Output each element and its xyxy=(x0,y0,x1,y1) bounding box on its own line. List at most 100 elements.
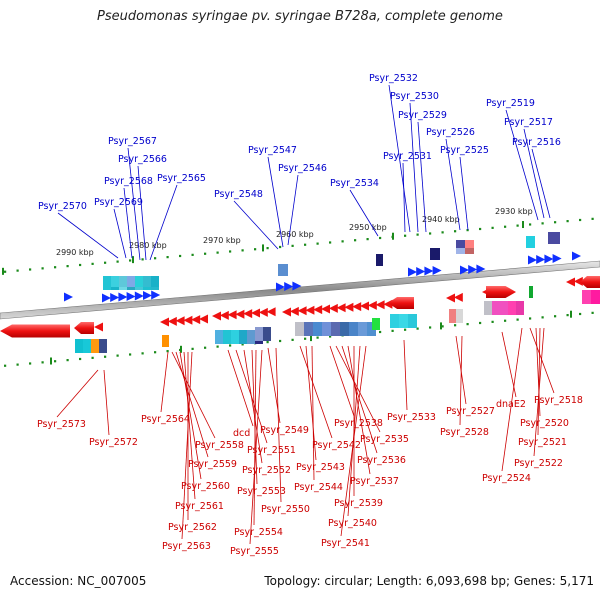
gene-arrow-reverse xyxy=(175,316,185,326)
scale-tick-label: 2950 kbp xyxy=(349,223,387,232)
feature-block xyxy=(223,330,231,344)
label-leader-line xyxy=(179,351,202,480)
scale-dot xyxy=(116,354,119,357)
genome-title: Pseudomonas syringae pv. syringae B728a,… xyxy=(97,9,503,24)
feature-block xyxy=(349,322,358,336)
feature-block xyxy=(295,322,304,336)
gene-label-reverse: Psyr_2533 xyxy=(387,412,436,423)
gene-arrow-reverse xyxy=(344,302,354,312)
feature-block xyxy=(278,264,288,276)
gene-arrow-reverse xyxy=(305,305,315,315)
feature-block xyxy=(111,276,119,287)
feature-block xyxy=(340,322,349,336)
gene-label-reverse: Psyr_2552 xyxy=(242,465,291,476)
feature-block xyxy=(313,322,322,336)
scale-dot xyxy=(154,257,157,260)
gene-label-reverse: Psyr_2562 xyxy=(168,522,217,533)
feature-block xyxy=(331,322,340,336)
feature-block xyxy=(143,276,151,287)
gene-arrow-reverse xyxy=(446,293,455,303)
scale-dot xyxy=(166,256,169,259)
label-leader-line xyxy=(127,147,141,261)
scale-dot xyxy=(204,252,207,255)
scale-dot xyxy=(304,243,307,246)
scale-dot xyxy=(29,268,32,271)
gene-label-forward: Psyr_2519 xyxy=(486,98,535,109)
gene-label-reverse: Psyr_2564 xyxy=(141,414,190,425)
scale-dot xyxy=(79,357,82,361)
gene-arrow-reverse xyxy=(243,309,253,319)
feature-block xyxy=(127,276,135,287)
scale-dot xyxy=(91,262,94,265)
scale-dot xyxy=(229,344,232,347)
scale-dot xyxy=(504,225,507,228)
scale-dot xyxy=(579,312,582,316)
scale-dot xyxy=(191,347,194,350)
gene-label-reverse: Psyr_2544 xyxy=(294,482,343,493)
gene-arrow-forward xyxy=(416,267,426,276)
scale-dot xyxy=(504,319,507,322)
label-leader-line xyxy=(287,174,299,246)
label-leader-line xyxy=(523,128,545,219)
label-leader-line xyxy=(535,327,541,417)
gene-arrow-forward xyxy=(276,282,285,292)
scale-dot xyxy=(4,364,7,367)
scale-dot xyxy=(66,359,69,362)
label-leader-line xyxy=(501,327,523,472)
gene-arrow-forward xyxy=(460,265,469,275)
scale-dot xyxy=(154,351,157,354)
feature-block xyxy=(376,254,383,266)
gene-label-forward: Psyr_2532 xyxy=(369,73,418,84)
label-leader-line xyxy=(149,184,178,261)
label-leader-line xyxy=(249,349,263,545)
scale-dot xyxy=(466,323,469,326)
scale-dot xyxy=(529,317,532,320)
scale-dot xyxy=(541,316,544,319)
feature-block xyxy=(399,314,408,328)
gene-label-reverse: Psyr_2539 xyxy=(334,498,383,509)
gene-label-forward: Psyr_2529 xyxy=(398,110,447,121)
gene-arrow-reverse xyxy=(388,297,414,309)
label-leader-line xyxy=(227,349,254,427)
scale-dot xyxy=(491,226,494,229)
label-leader-line xyxy=(529,327,555,394)
feature-block xyxy=(231,330,239,344)
gene-arrow-forward xyxy=(102,293,111,303)
label-leader-line xyxy=(275,347,282,503)
gene-arrow-reverse xyxy=(227,310,237,320)
gene-label-forward: Psyr_2534 xyxy=(330,178,379,189)
feature-block xyxy=(151,276,159,287)
gene-arrow-reverse xyxy=(453,292,463,302)
gene-arrow-reverse xyxy=(360,301,369,311)
genome-backbone xyxy=(0,260,600,320)
gene-label-reverse: Psyr_2563 xyxy=(162,541,211,552)
label-leader-line xyxy=(113,208,127,259)
feature-block xyxy=(99,339,107,353)
scale-dot xyxy=(241,249,244,252)
label-leader-line xyxy=(445,138,461,231)
feature-block xyxy=(526,236,535,248)
gene-label-forward: Psyr_2565 xyxy=(157,173,206,184)
gene-label-reverse: Psyr_2536 xyxy=(357,455,406,466)
scale-dot xyxy=(379,330,382,334)
gene-arrow-reverse xyxy=(199,314,208,324)
gene-label-reverse: Psyr_2520 xyxy=(520,418,569,429)
gene-arrow-forward xyxy=(110,293,120,302)
scale-dot xyxy=(329,241,332,244)
gene-label-forward: Psyr_2516 xyxy=(512,137,561,148)
genome-summary: Topology: circular; Length: 6,093,698 bp… xyxy=(264,574,594,588)
label-leader-line xyxy=(171,351,216,439)
gene-label-reverse: Psyr_2554 xyxy=(234,527,283,538)
feature-block xyxy=(456,240,465,248)
feature-block xyxy=(358,322,367,336)
gene-arrow-reverse xyxy=(289,306,299,316)
label-leader-line xyxy=(123,187,133,259)
scale-dot xyxy=(479,321,482,325)
gene-arrow-reverse xyxy=(94,322,103,332)
feature-block xyxy=(127,287,135,290)
label-leader-line xyxy=(267,156,284,248)
gene-label-reverse: dnaE2 xyxy=(496,399,526,410)
feature-block xyxy=(162,335,169,347)
scale-dot xyxy=(554,221,557,224)
